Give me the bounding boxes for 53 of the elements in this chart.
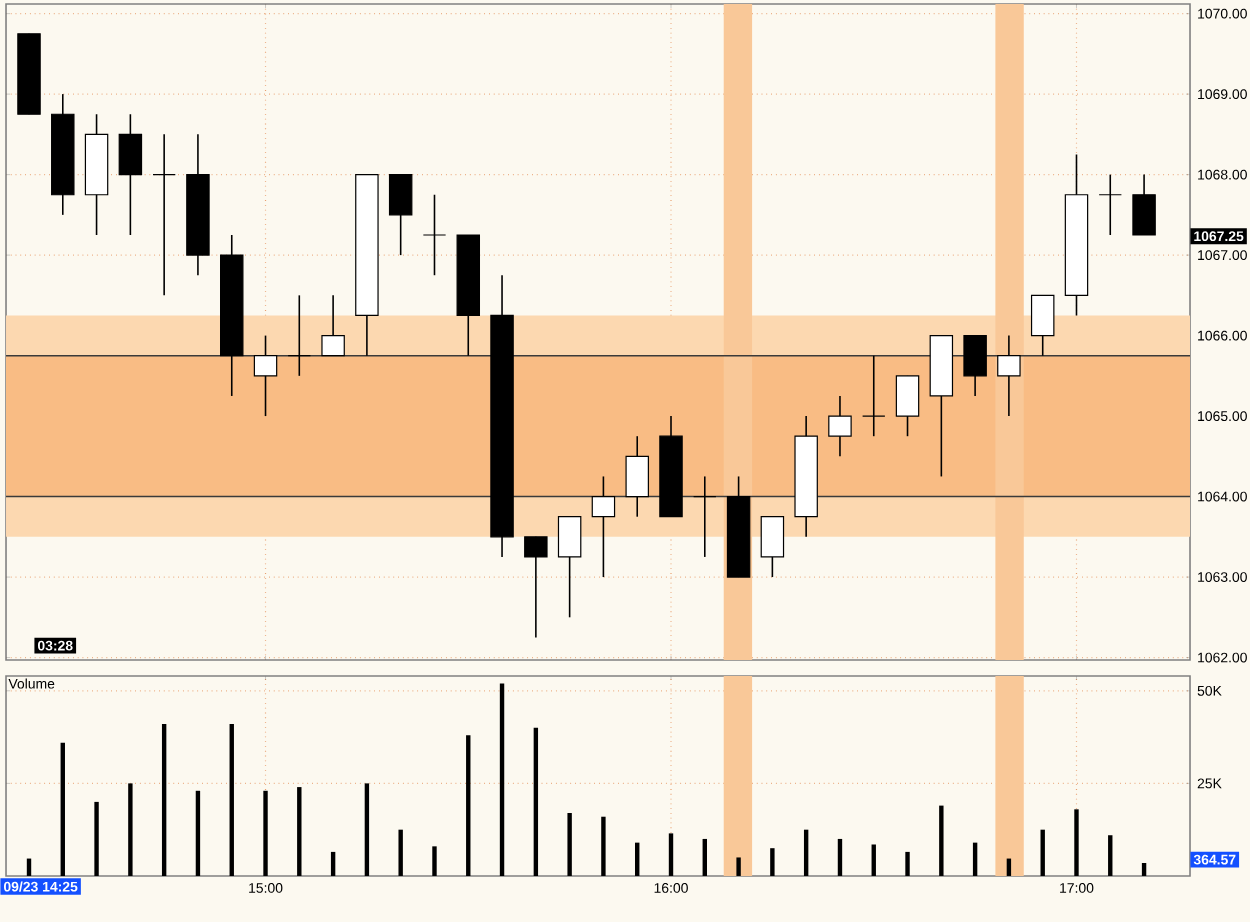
candlestick <box>253 334 278 417</box>
bar <box>229 724 234 876</box>
bar <box>668 833 674 876</box>
bar <box>263 790 268 876</box>
candlestick <box>1098 173 1123 236</box>
bar <box>736 857 741 876</box>
bar <box>161 724 167 876</box>
bar <box>466 735 471 876</box>
bar <box>297 787 302 876</box>
bar <box>432 846 437 876</box>
candlestick <box>422 193 447 277</box>
bar <box>128 783 133 876</box>
bar <box>567 813 572 876</box>
bar <box>635 842 640 876</box>
candlestick <box>997 334 1021 417</box>
bar <box>499 683 505 876</box>
candlestick <box>693 475 717 558</box>
bar <box>1074 809 1079 876</box>
candlestick <box>388 173 413 256</box>
candlestick <box>828 395 852 458</box>
bar <box>398 829 403 876</box>
bar <box>364 783 370 876</box>
bar <box>533 727 539 876</box>
candlestick <box>895 375 920 438</box>
bar <box>60 742 65 876</box>
candlestick <box>963 334 987 397</box>
bar <box>94 801 99 876</box>
bar <box>837 838 843 876</box>
candlestick <box>118 113 143 236</box>
candlestick <box>760 515 785 578</box>
bar <box>939 805 944 876</box>
bar <box>1040 829 1045 876</box>
bar <box>330 851 336 876</box>
candlestick <box>152 133 176 297</box>
candlestick <box>862 354 886 438</box>
bar <box>803 829 809 876</box>
candlestick <box>321 294 345 357</box>
bar <box>905 851 910 876</box>
candlestick <box>1132 173 1156 236</box>
bar <box>702 838 707 876</box>
bar <box>1108 835 1113 876</box>
bar <box>770 848 775 876</box>
candlestick <box>591 475 616 578</box>
candlestick <box>287 294 312 377</box>
bar <box>972 842 978 876</box>
candlestick <box>625 435 649 518</box>
candlestick <box>557 515 582 619</box>
bar <box>871 844 876 876</box>
bar <box>601 816 606 876</box>
candlestick <box>524 536 548 639</box>
candlestick <box>1030 294 1055 357</box>
bar <box>1141 863 1147 876</box>
bar <box>195 790 201 876</box>
